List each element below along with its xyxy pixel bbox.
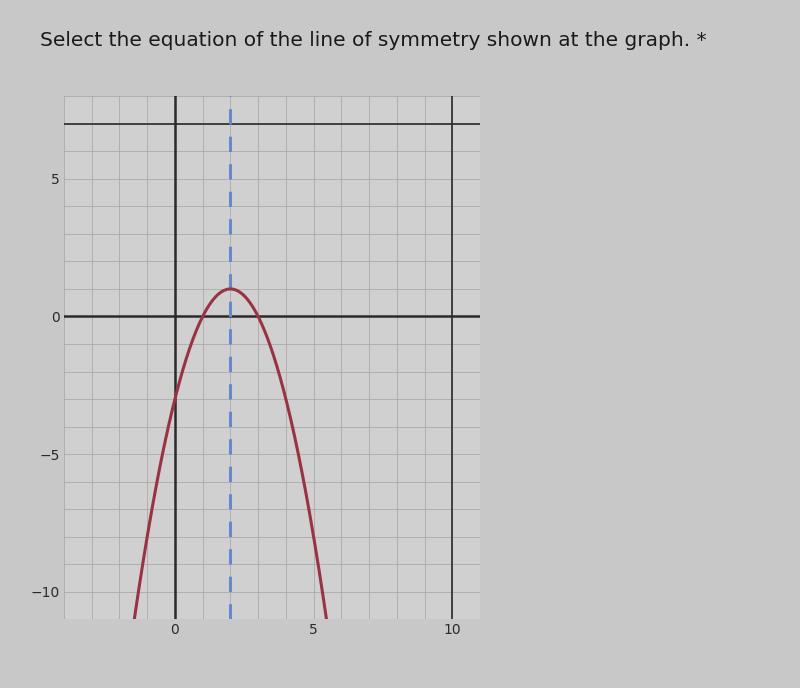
Text: Select the equation of the line of symmetry shown at the graph. *: Select the equation of the line of symme… [40,31,706,50]
